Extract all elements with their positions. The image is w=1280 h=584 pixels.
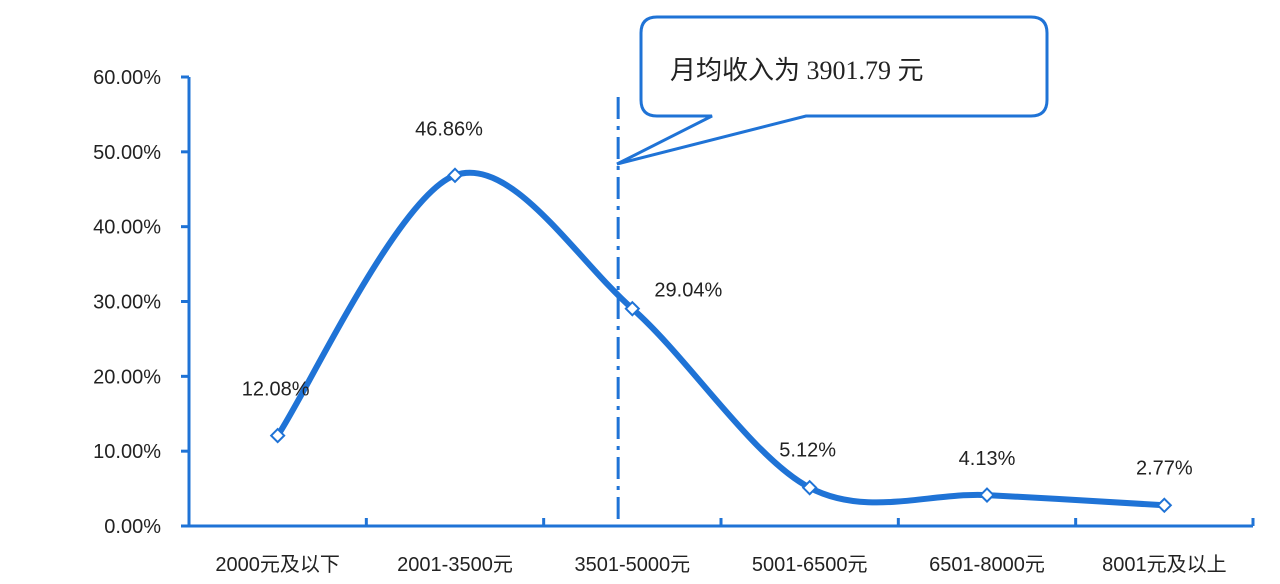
data-label: 5.12% bbox=[779, 440, 836, 462]
x-category-label: 3501-5000元 bbox=[575, 554, 691, 576]
annotation-callout: 月均收入为 3901.79 元 bbox=[616, 15, 1049, 166]
y-tick-label: 40.00% bbox=[93, 217, 161, 239]
x-category-label: 2001-3500元 bbox=[397, 554, 513, 576]
x-category-labels: 2000元及以下 2001-3500元 3501-5000元 5001-6500元 65… bbox=[215, 553, 1226, 576]
y-tick-label: 20.00% bbox=[93, 366, 161, 388]
x-category-label: 8001元及以上 bbox=[1102, 553, 1227, 576]
data-point-marker bbox=[624, 300, 641, 317]
series-line bbox=[274, 169, 1168, 509]
y-tick-label: 30.00% bbox=[93, 292, 161, 314]
y-tick-labels: 0.00% 10.00% 20.00% 30.00% 40.00% 50.00% 60.00… bbox=[93, 67, 161, 538]
axes bbox=[181, 75, 1255, 528]
data-point-marker bbox=[801, 479, 818, 496]
callout-box bbox=[616, 15, 1049, 166]
data-label: 29.04% bbox=[654, 280, 722, 302]
y-tick-label: 60.00% bbox=[93, 67, 161, 89]
y-tick-label: 10.00% bbox=[93, 441, 161, 463]
x-category-label: 5001-6500元 bbox=[752, 554, 868, 576]
data-point-marker bbox=[979, 487, 995, 504]
data-label: 4.13% bbox=[959, 448, 1016, 470]
data-markers bbox=[269, 167, 1173, 514]
data-label: 46.86% bbox=[415, 118, 483, 140]
data-point-marker bbox=[1156, 497, 1173, 514]
data-point-marker bbox=[447, 167, 463, 184]
callout-text: 月均收入为 3901.79 元 bbox=[670, 56, 924, 85]
data-label: 12.08% bbox=[242, 379, 310, 401]
x-category-label: 6501-8000元 bbox=[929, 554, 1045, 576]
y-tick-label: 0.00% bbox=[104, 516, 161, 538]
x-category-label: 2000元及以下 bbox=[215, 554, 340, 576]
data-labels: 12.08% 46.86% 29.04% 5.12% 4.13% 2.77% bbox=[242, 118, 1193, 479]
data-label: 2.77% bbox=[1136, 457, 1193, 479]
y-tick-label: 50.00% bbox=[93, 142, 161, 164]
data-point-marker bbox=[269, 427, 286, 444]
